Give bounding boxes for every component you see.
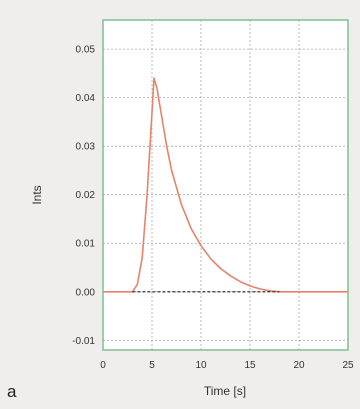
x-tick-label: 20: [293, 360, 305, 371]
x-tick-label: 10: [195, 360, 207, 371]
panel-label: a: [7, 382, 17, 401]
y-tick-label: 0.05: [76, 45, 96, 56]
y-tick-label: 0.01: [76, 239, 96, 250]
plot-background: [103, 20, 348, 350]
y-tick-label: 0.04: [76, 93, 96, 104]
x-tick-label: 25: [342, 360, 354, 371]
x-tick-labels: 0 5 10 15 20 25: [100, 360, 354, 371]
y-tick-label: 0.02: [76, 190, 96, 201]
x-tick-label: 5: [149, 360, 155, 371]
x-tick-label: 0: [100, 360, 106, 371]
y-axis-label: Ints: [30, 185, 44, 204]
intensity-curve-line: [103, 77, 348, 293]
x-axis-label: Time [s]: [204, 384, 246, 398]
y-tick-label: 0.00: [76, 287, 96, 298]
y-tick-label: -0.01: [72, 336, 95, 347]
y-tick-label: 0.03: [76, 142, 96, 153]
x-tick-label: 15: [244, 360, 256, 371]
series-group: [103, 77, 348, 293]
y-tick-labels: -0.01 0.00 0.01 0.02 0.03 0.04 0.05: [72, 45, 95, 347]
plot-frame: [102, 19, 349, 351]
